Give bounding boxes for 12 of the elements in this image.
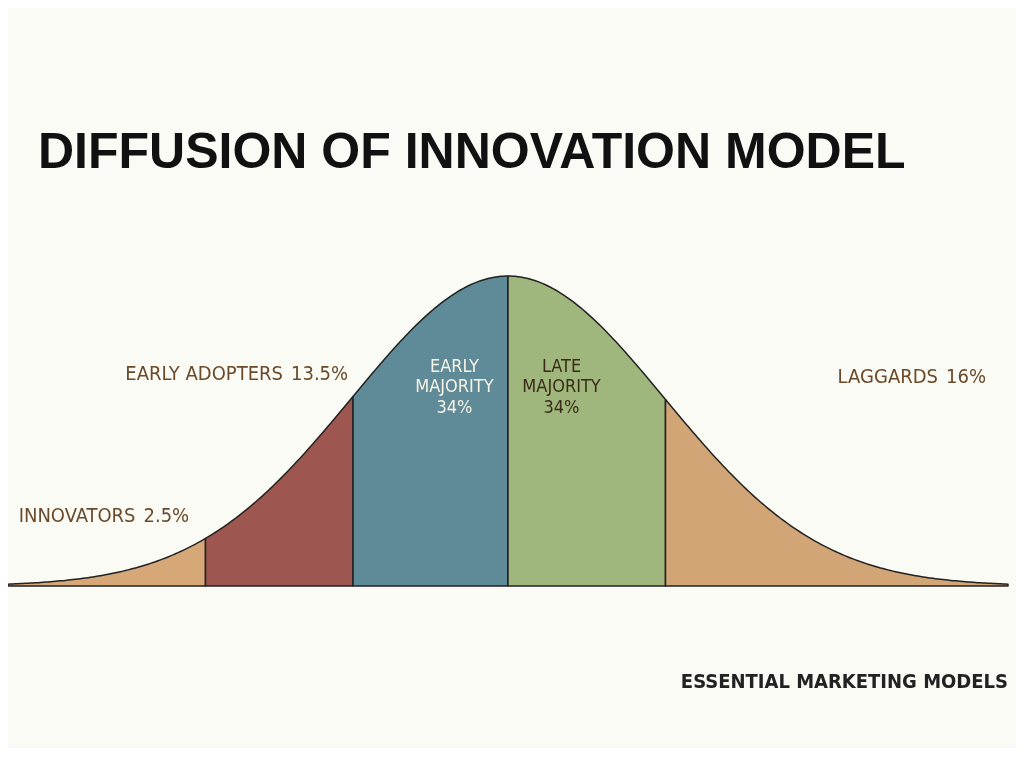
data-label: 16% xyxy=(946,364,986,389)
category-label: LATE MAJORITY xyxy=(522,354,601,397)
data-label: 13.5% xyxy=(291,361,349,386)
data-label: 34% xyxy=(543,395,580,417)
text: DIFFUSION OF INNOVATION MODEL xyxy=(38,123,906,179)
category-label: EARLY MAJORITY xyxy=(415,354,494,397)
data-label: 34% xyxy=(436,395,473,417)
category-label: INNOVATORS xyxy=(18,503,136,528)
text: ESSENTIAL MARKETING MODELS xyxy=(680,669,1008,693)
category-label: LAGGARDS xyxy=(837,364,938,389)
category-label: EARLY ADOPTERS xyxy=(125,361,283,386)
data-label: 2.5% xyxy=(143,503,190,528)
